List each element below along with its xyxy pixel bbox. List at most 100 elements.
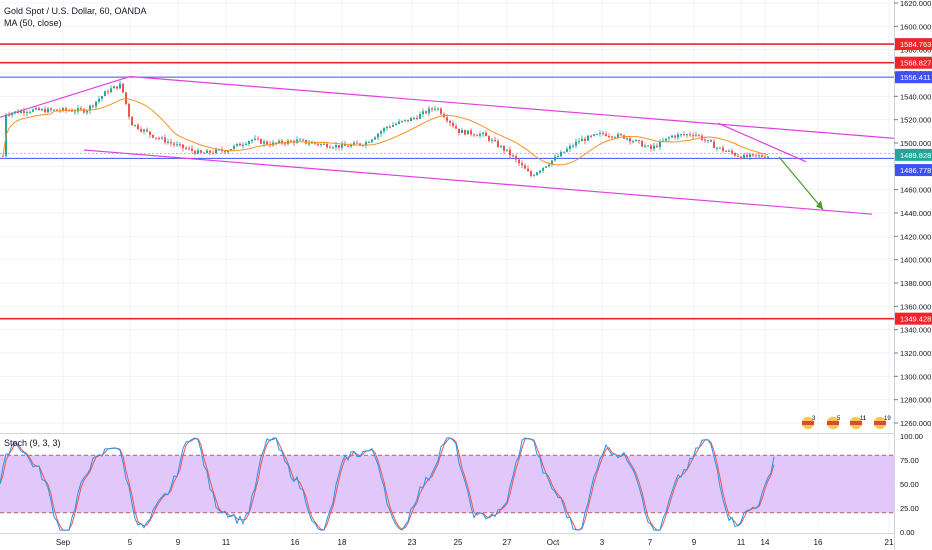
candle-body <box>506 149 508 151</box>
candle-body <box>632 141 634 143</box>
candle <box>248 140 250 147</box>
price-label-text: 1349.428 <box>900 315 931 324</box>
stoch-tick-label: 0.00 <box>900 528 915 537</box>
candle-body <box>395 123 397 125</box>
candle <box>395 122 397 126</box>
forecast-arrow[interactable] <box>778 156 824 210</box>
candle-body <box>653 145 655 149</box>
time-tick-label: 9 <box>176 538 181 547</box>
candle <box>128 102 130 120</box>
candle <box>98 95 100 104</box>
candle <box>146 127 148 133</box>
candle-body <box>236 143 238 146</box>
event-count: 3 <box>812 416 816 422</box>
candle <box>176 141 178 147</box>
candle-body <box>260 139 262 144</box>
grid <box>0 0 894 533</box>
candle-body <box>497 141 499 147</box>
candle-body <box>368 141 370 143</box>
candle <box>536 171 538 176</box>
candle-body <box>191 148 193 151</box>
event-marker[interactable]: 5 <box>825 415 841 431</box>
candle-body <box>32 109 34 112</box>
candle <box>725 149 727 152</box>
stoch-pane <box>0 437 894 531</box>
candle-body <box>563 151 565 153</box>
candle <box>50 107 52 113</box>
candle <box>374 136 376 140</box>
candle-body <box>209 150 211 153</box>
candle <box>554 153 556 162</box>
event-marker[interactable]: 19 <box>872 415 891 431</box>
candle <box>467 130 469 135</box>
candle-body <box>578 141 580 143</box>
candle-body <box>29 111 31 113</box>
candle-body <box>371 139 373 142</box>
candle-body <box>212 152 214 154</box>
horizontal-levels[interactable] <box>0 43 894 320</box>
candle <box>164 134 166 145</box>
candle <box>155 137 157 140</box>
candle <box>509 146 511 159</box>
candle <box>23 107 25 117</box>
candle <box>512 154 514 158</box>
candle <box>620 132 622 137</box>
candle-body <box>89 105 91 111</box>
candle-body <box>518 159 520 164</box>
candle-body <box>26 112 28 114</box>
price-label-tag: 1584.763 <box>895 38 932 51</box>
candle-body <box>86 110 88 113</box>
candle <box>635 139 637 142</box>
candle-body <box>128 103 130 117</box>
event-marker[interactable]: 11 <box>848 415 867 431</box>
candle-body <box>263 141 265 144</box>
candle-body <box>344 144 346 146</box>
event-marker[interactable]: 3 <box>800 415 816 431</box>
price-tick-label: 1580.000 <box>900 46 931 55</box>
candle-body <box>503 146 505 151</box>
candle <box>539 169 541 175</box>
candle-body <box>470 130 472 135</box>
candle <box>203 151 205 154</box>
ma-indicator-title[interactable]: MA (50, close) <box>4 18 62 28</box>
candle-body <box>152 134 154 138</box>
candle <box>191 145 193 154</box>
candle-body <box>617 134 619 138</box>
candle <box>326 142 328 149</box>
candle-body <box>752 154 754 156</box>
stoch-axis[interactable]: 100.00 75.00 50.00 25.00 0.00 <box>900 432 923 537</box>
flag-stripe <box>802 421 814 425</box>
candle-body <box>380 131 382 134</box>
symbol-title[interactable]: Gold Spot / U.S. Dollar, 60, OANDA <box>4 6 147 16</box>
candle-body <box>185 148 187 150</box>
candle-body <box>695 134 697 136</box>
candle <box>458 128 460 136</box>
candle-body <box>350 144 352 147</box>
candle-body <box>488 136 490 141</box>
time-tick-label: 18 <box>338 538 347 547</box>
candle-body <box>458 128 460 134</box>
time-axis[interactable]: Sep 5 9 11 16 18 23 25 27 Oct 3 7 9 11 14 16 21 <box>56 538 894 547</box>
candle <box>422 108 424 118</box>
price-tick-label: 1300.000 <box>900 372 931 381</box>
candle-body <box>572 145 574 147</box>
stoch-title[interactable]: Stoch (9, 3, 3) <box>4 438 61 448</box>
time-tick-label: 3 <box>600 538 605 547</box>
price-tick-label: 1620.000 <box>900 0 931 8</box>
candle <box>629 137 631 145</box>
price-label-tag: 1349.428 <box>895 312 932 325</box>
candle-body <box>62 108 64 111</box>
candle-body <box>146 129 148 132</box>
candle-body <box>134 124 136 126</box>
candle-body <box>728 150 730 152</box>
candle <box>332 146 334 150</box>
candle-body <box>311 142 313 144</box>
candle-body <box>359 143 361 145</box>
trend-channels[interactable] <box>0 75 895 215</box>
candle-body <box>23 110 25 113</box>
candle <box>317 142 319 147</box>
candle-body <box>554 156 556 161</box>
price-axis-labels: 1584.7631568.8271556.4111489.82814:03:18… <box>895 38 932 325</box>
